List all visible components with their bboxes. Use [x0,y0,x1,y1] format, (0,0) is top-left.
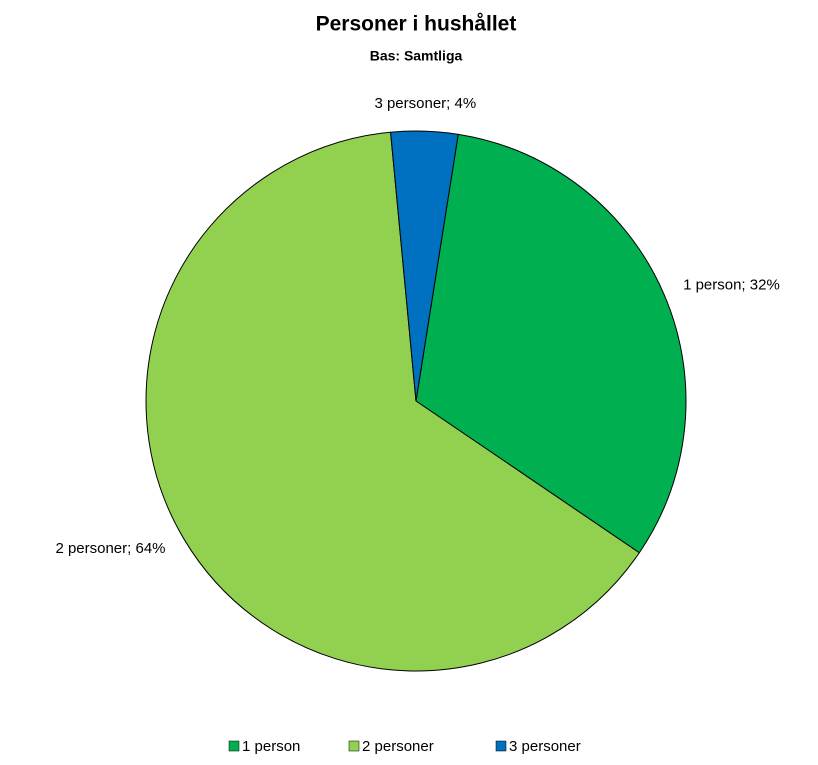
pie-slice [415,133,687,554]
legend-swatch [495,740,507,752]
data-label: 1 person; 32% [683,276,780,293]
data-label: 3 personer; 4% [374,95,476,112]
legend-label: 2 personer [362,738,434,755]
pie-slice [390,130,459,402]
data-label: 2 personer; 64% [55,540,165,557]
pie-slice [145,131,641,672]
chart-title: Personer i hushållet [316,13,517,36]
chart-subtitle: Bas: Samtliga [370,48,463,64]
legend-label: 3 personer [509,738,581,755]
legend-swatch [348,740,360,752]
legend-label: 1 person [242,738,300,755]
legend-swatch [228,740,240,752]
